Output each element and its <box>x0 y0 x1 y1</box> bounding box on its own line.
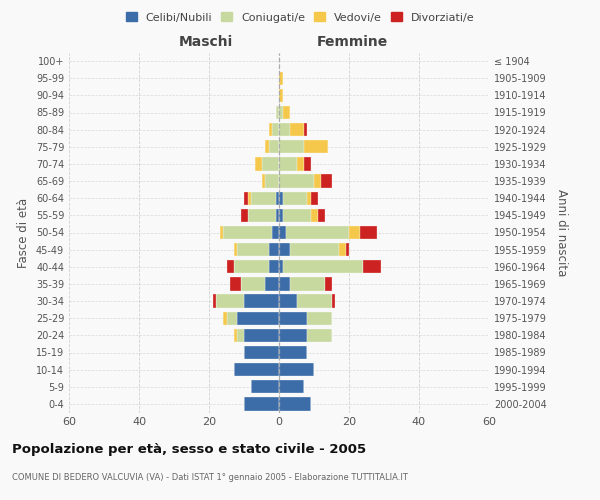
Bar <box>314 174 321 188</box>
Bar <box>262 174 265 188</box>
Bar <box>275 192 279 205</box>
Bar <box>304 140 328 153</box>
Bar <box>338 243 346 256</box>
Bar <box>233 260 269 274</box>
Bar <box>265 174 279 188</box>
Bar <box>307 312 331 325</box>
Y-axis label: Fasce di età: Fasce di età <box>17 198 30 268</box>
Bar <box>307 328 331 342</box>
Bar <box>346 243 349 256</box>
Bar <box>237 328 244 342</box>
Bar <box>279 226 286 239</box>
Bar <box>269 123 272 136</box>
Bar <box>279 208 283 222</box>
Bar <box>223 312 227 325</box>
Bar <box>296 157 304 170</box>
Bar <box>223 226 272 239</box>
Bar <box>279 157 296 170</box>
Bar <box>272 123 279 136</box>
Bar <box>279 363 314 376</box>
Bar <box>304 157 311 170</box>
Bar <box>317 208 325 222</box>
Bar <box>227 260 233 274</box>
Bar <box>363 260 380 274</box>
Bar <box>321 174 331 188</box>
Bar <box>233 243 237 256</box>
Bar <box>286 226 349 239</box>
Bar <box>290 243 338 256</box>
Bar <box>269 140 279 153</box>
Bar <box>279 328 307 342</box>
Bar <box>279 88 283 102</box>
Bar <box>279 72 283 85</box>
Bar <box>275 208 279 222</box>
Bar <box>290 123 304 136</box>
Bar <box>279 312 307 325</box>
Bar <box>283 208 311 222</box>
Bar <box>248 192 251 205</box>
Bar <box>230 277 241 290</box>
Bar <box>279 123 290 136</box>
Bar <box>220 226 223 239</box>
Bar <box>237 312 279 325</box>
Bar <box>304 123 307 136</box>
Bar <box>237 243 269 256</box>
Bar <box>244 346 279 359</box>
Bar <box>283 192 307 205</box>
Bar <box>265 277 279 290</box>
Text: COMUNE DI BEDERO VALCUVIA (VA) - Dati ISTAT 1° gennaio 2005 - Elaborazione TUTTI: COMUNE DI BEDERO VALCUVIA (VA) - Dati IS… <box>12 472 408 482</box>
Bar <box>251 192 275 205</box>
Bar <box>311 208 317 222</box>
Bar <box>290 277 325 290</box>
Bar <box>279 397 311 410</box>
Text: Femmine: Femmine <box>317 35 388 49</box>
Bar <box>244 192 248 205</box>
Bar <box>272 226 279 239</box>
Bar <box>279 277 290 290</box>
Bar <box>269 260 279 274</box>
Bar <box>349 226 359 239</box>
Bar <box>331 294 335 308</box>
Bar <box>265 140 269 153</box>
Bar <box>279 346 307 359</box>
Bar <box>325 277 331 290</box>
Bar <box>269 243 279 256</box>
Bar <box>311 192 317 205</box>
Bar <box>279 106 283 119</box>
Bar <box>279 140 304 153</box>
Bar <box>279 192 283 205</box>
Bar <box>283 260 363 274</box>
Bar <box>241 208 248 222</box>
Bar <box>283 106 290 119</box>
Bar <box>296 294 331 308</box>
Bar <box>244 397 279 410</box>
Bar <box>307 192 311 205</box>
Bar <box>248 208 275 222</box>
Bar <box>279 243 290 256</box>
Bar <box>279 260 283 274</box>
Bar <box>262 157 279 170</box>
Bar <box>227 312 237 325</box>
Bar <box>254 157 262 170</box>
Y-axis label: Anni di nascita: Anni di nascita <box>554 189 568 276</box>
Bar <box>279 174 314 188</box>
Bar <box>212 294 216 308</box>
Legend: Celibi/Nubili, Coniugati/e, Vedovi/e, Divorziati/e: Celibi/Nubili, Coniugati/e, Vedovi/e, Di… <box>121 8 479 27</box>
Bar <box>279 294 296 308</box>
Bar <box>359 226 377 239</box>
Bar <box>233 328 237 342</box>
Bar <box>275 106 279 119</box>
Text: Maschi: Maschi <box>178 35 233 49</box>
Bar <box>251 380 279 394</box>
Bar <box>244 294 279 308</box>
Bar <box>233 363 279 376</box>
Bar <box>279 380 304 394</box>
Bar <box>244 328 279 342</box>
Bar <box>216 294 244 308</box>
Bar <box>241 277 265 290</box>
Text: Popolazione per età, sesso e stato civile - 2005: Popolazione per età, sesso e stato civil… <box>12 442 366 456</box>
